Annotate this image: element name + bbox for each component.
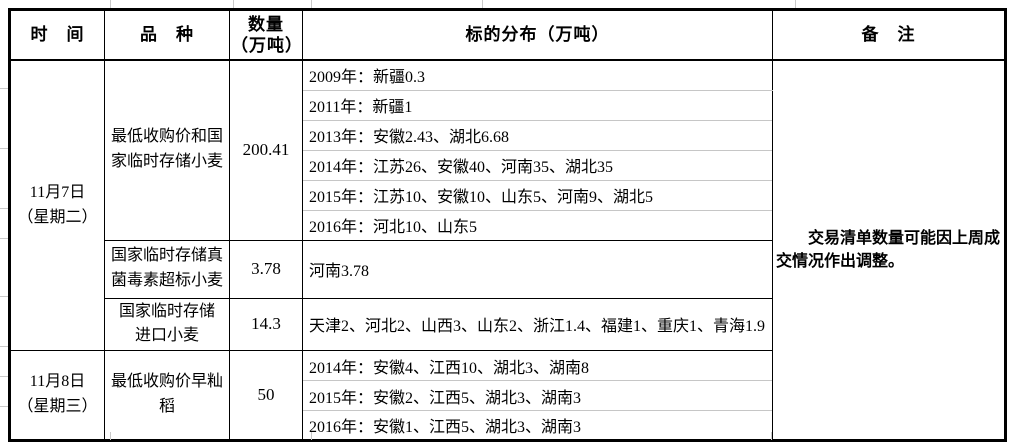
cell-distribution-2015-wheat: 2015年：江苏10、安徽10、山东5、河南9、湖北5 [302,179,773,211]
cell-remark: 交易清单数量可能因上周成交情况作出调整。 [772,59,1006,442]
cell-distribution-2016-wheat: 2016年：河北10、山东5 [302,209,773,241]
cell-variety-wheat-toxin: 国家临时存储真 菌毒素超标小麦 [104,239,230,299]
cell-variety-wheat-imported: 国家临时存储 进口小麦 [104,297,230,352]
table-row: 国家临时存储真 菌毒素超标小麦 3.78 河南3.78 [10,239,1006,299]
header-cell-remark: 备 注 [772,9,1006,61]
table-row: 11月7日 （星期二） 最低收购价和国 家临时存储小麦 200.41 2009年… [9,59,1006,442]
gridline-stub [0,238,8,239]
table-row: 11月8日 （星期三） 最低收购价早籼 稻 50 2014年：安徽4、江西10、… [9,350,1006,442]
cell-distribution-2011: 2011年：新疆1 [302,89,773,121]
gridline-stub [311,0,312,8]
auction-schedule-table: 时 间 品 种 数量 （万吨） 标的分布（万吨） 备 注 11月7日 （星期二）… [8,8,1007,442]
gridline-stub [771,432,772,440]
gridline-stub [0,376,8,377]
table-row: 2011年：新疆1 [10,89,1006,121]
table-row: 2013年：安徽2.43、湖北6.68 [10,119,1006,151]
cell-distribution-2014-rice: 2014年：安徽4、江西10、湖北3、湖南8 [302,350,773,382]
gridline-stub [233,0,234,8]
gridline-stub [0,88,8,89]
header-cell-quantity: 数量 （万吨） [229,9,303,61]
cell-quantity-wheat-imported: 14.3 [229,297,303,352]
gridline-stub [795,0,796,8]
table-row: 2016年：安徽1、江西5、湖北3、湖南3 [10,410,1006,442]
gridline-stub [0,296,8,297]
gridline-stub [0,148,8,149]
cell-variety-rice: 最低收购价早籼 稻 [104,350,230,442]
table-row: 2016年：河北10、山东5 [10,209,1006,241]
cell-quantity-rice: 50 [229,350,303,442]
table-row: 2015年：江苏10、安徽10、山东5、河南9、湖北5 [10,179,1006,211]
gridline-stub [311,432,312,440]
cell-distribution-2009: 2009年：新疆0.3 [302,59,773,91]
cell-distribution-2014-wheat: 2014年：江苏26、安徽40、河南35、湖北35 [302,149,773,181]
gridline-stub [110,432,111,440]
cell-distribution-2016-rice: 2016年：安徽1、江西5、湖北3、湖南3 [302,410,773,442]
cell-distribution-2015-rice: 2015年：安徽2、江西5、湖北3、湖南3 [302,380,773,412]
gridline-stub [0,346,8,347]
gridline-stub [0,406,8,407]
cell-time-nov7: 11月7日 （星期二） [9,59,105,352]
header-row: 时 间 品 种 数量 （万吨） 标的分布（万吨） 备 注 [9,9,1006,61]
cell-distribution-wheat-toxin: 河南3.78 [302,239,773,299]
cell-quantity-wheat-toxin: 3.78 [229,239,303,299]
header-cell-time: 时 间 [9,9,105,61]
cell-distribution-2013: 2013年：安徽2.43、湖北6.68 [302,119,773,151]
header-cell-distribution: 标的分布（万吨） [302,9,773,61]
cell-quantity-wheat-minprice: 200.41 [229,59,303,241]
cell-distribution-wheat-imported: 天津2、河北2、山西3、山东2、浙江1.4、福建1、重庆1、青海1.9 [302,297,773,352]
gridline-stub [482,0,483,8]
cell-time-nov8: 11月8日 （星期三） [9,350,105,442]
gridline-stub [0,208,8,209]
header-cell-variety: 品 种 [104,9,230,61]
cell-variety-wheat-minprice: 最低收购价和国 家临时存储小麦 [104,59,230,241]
gridline-stub [110,0,111,8]
